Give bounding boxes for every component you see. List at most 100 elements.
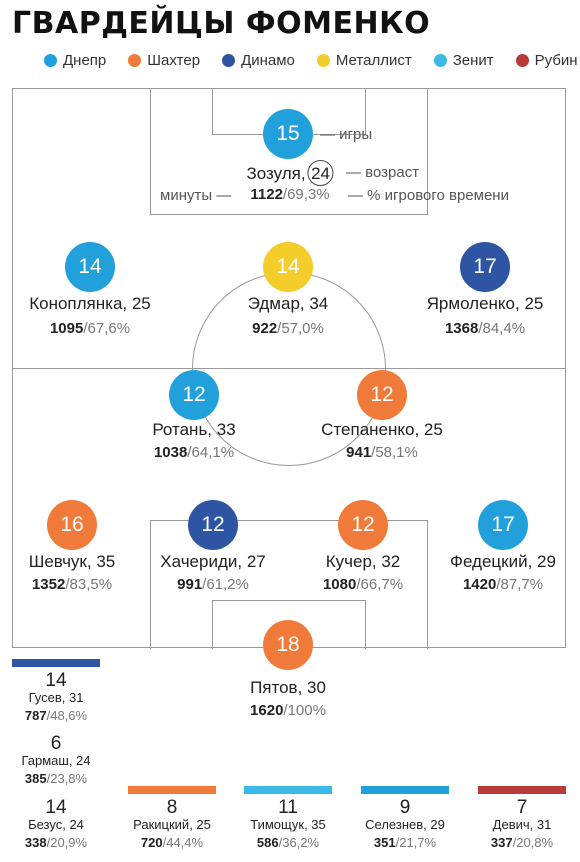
- player-name-kucher: Кучер, 32: [325, 552, 401, 571]
- legend-label: Металлист: [335, 52, 412, 69]
- player-stats-zozulya: 1122/69,3%: [250, 186, 329, 203]
- player-name-text: Зозуля,: [246, 164, 306, 183]
- bottom-penalty-area: [150, 520, 428, 649]
- games-badge-shevchuk: 16: [47, 500, 97, 550]
- percent-annotation: — % игрового времени: [348, 187, 509, 204]
- sub-name-rakitskiy: Ракицкий, 25: [133, 817, 211, 832]
- legend-dot: [316, 54, 330, 67]
- sub-stats-garmash: 385/23,8%: [25, 771, 87, 786]
- games-badge-pyatov: 18: [263, 620, 313, 670]
- player-name-shevchuk: Шевчук, 35: [28, 552, 116, 571]
- percent: /20,9%: [46, 835, 88, 850]
- sub-name-devich: Девич, 31: [492, 817, 552, 832]
- legend-dot: [222, 54, 236, 67]
- percent: /67,6%: [83, 320, 131, 337]
- player-name-edmar: Эдмар, 34: [247, 294, 329, 313]
- player-stats-kucher: 1080/66,7%: [323, 576, 403, 593]
- sub-stats-timoshchuk: 586/36,2%: [257, 835, 319, 850]
- legend-item-metalist: Металлист: [316, 52, 412, 69]
- minutes: 922: [252, 320, 278, 337]
- sub-games-gusev: 14: [45, 670, 67, 691]
- games-badge-fedetskiy: 17: [478, 500, 528, 550]
- minutes: 787: [24, 708, 47, 723]
- percent: /48,6%: [46, 708, 88, 723]
- player-name-stepanenko: Степаненко, 25: [321, 420, 443, 439]
- sub-games-seleznev: 9: [399, 797, 411, 818]
- minutes: 941: [346, 444, 372, 461]
- sub-bar-gusev: [12, 659, 100, 667]
- percent: /23,8%: [46, 771, 88, 786]
- sub-stats-seleznev: 351/21,7%: [374, 835, 436, 850]
- bottom-goal-area: [212, 600, 366, 649]
- minutes: 337: [490, 835, 513, 850]
- games-badge-kucher: 12: [338, 500, 388, 550]
- player-name-yarmolenko: Ярмоленко, 25: [426, 294, 544, 313]
- legend-dot: [128, 54, 142, 67]
- player-stats-yarmolenko: 1368/84,4%: [445, 320, 525, 337]
- games-badge-edmar: 14: [263, 242, 313, 292]
- player-stats-konoplyanka: 1095/67,6%: [50, 320, 130, 337]
- age-annotation: — возраст: [346, 164, 420, 181]
- player-name-konoplyanka: Коноплянка, 25: [29, 294, 151, 313]
- minutes: 991: [177, 576, 203, 593]
- legend-item-dnipro: Днепр: [44, 52, 106, 69]
- player-name-rotan: Ротань, 33: [152, 420, 236, 439]
- legend-label: Динамо: [241, 52, 295, 69]
- sub-games-bezus: 14: [45, 797, 67, 818]
- legend-dot: [433, 54, 447, 67]
- percent: /69,3%: [282, 186, 330, 203]
- sub-name-seleznev: Селезнев, 29: [365, 817, 445, 832]
- sub-games-garmash: 6: [50, 733, 62, 754]
- percent: /36,2%: [278, 835, 320, 850]
- percent: /100%: [283, 702, 326, 719]
- minutes: 1420: [462, 576, 497, 593]
- sub-name-gusev: Гусев, 31: [28, 690, 84, 705]
- age-circle: 24: [307, 160, 334, 186]
- percent: /61,2%: [202, 576, 249, 593]
- sub-bar-rakitskiy: [128, 786, 216, 794]
- percent: /66,7%: [356, 576, 404, 593]
- sub-name-bezus: Безус, 24: [28, 817, 84, 832]
- minutes: 1080: [322, 576, 357, 593]
- page-title: ГВАРДЕЙЦЫ ФОМЕНКО: [12, 6, 431, 41]
- player-stats-pyatov: 1620/100%: [250, 702, 326, 719]
- minutes: 1038: [153, 444, 188, 461]
- player-name-fedetskiy: Федецкий, 29: [450, 552, 556, 571]
- games-badge-yarmolenko: 17: [460, 242, 510, 292]
- sub-stats-bezus: 338/20,9%: [25, 835, 87, 850]
- sub-name-timoshchuk: Тимощук, 35: [250, 817, 326, 832]
- games-badge-stepanenko: 12: [357, 370, 407, 420]
- minutes: 1122: [250, 186, 283, 203]
- percent: /83,5%: [65, 576, 113, 593]
- percent: /64,1%: [187, 444, 235, 461]
- percent: /87,7%: [496, 576, 544, 593]
- games-badge-konoplyanka: 14: [65, 242, 115, 292]
- percent: /84,4%: [478, 320, 526, 337]
- percent: /57,0%: [277, 320, 324, 337]
- minutes: 1095: [49, 320, 84, 337]
- player-name-pyatov: Пятов, 30: [250, 678, 326, 697]
- player-name-khacheridi: Хачериди, 27: [160, 552, 266, 571]
- minutes: 720: [140, 835, 163, 850]
- sub-bar-seleznev: [361, 786, 449, 794]
- legend-label: Шахтер: [147, 52, 201, 69]
- legend-item-shakhtar: Шахтер: [128, 52, 200, 69]
- player-stats-edmar: 922/57,0%: [252, 320, 324, 337]
- player-stats-fedetskiy: 1420/87,7%: [463, 576, 543, 593]
- percent: /58,1%: [371, 444, 418, 461]
- percent: /44,4%: [162, 835, 204, 850]
- sub-stats-gusev: 787/48,6%: [25, 708, 87, 723]
- legend-dot: [515, 54, 529, 67]
- minutes: 338: [24, 835, 47, 850]
- club-legend: Днепр Шахтер Динамо Металлист Зенит Руби…: [44, 52, 578, 69]
- player-stats-shevchuk: 1352/83,5%: [32, 576, 112, 593]
- sub-name-garmash: Гармаш, 24: [21, 753, 91, 768]
- sub-games-devich: 7: [516, 797, 528, 818]
- sub-games-rakitskiy: 8: [166, 797, 178, 818]
- player-stats-khacheridi: 991/61,2%: [177, 576, 249, 593]
- minutes: 586: [256, 835, 279, 850]
- minutes: 385: [24, 771, 47, 786]
- legend-label: Днепр: [63, 52, 107, 69]
- sub-stats-rakitskiy: 720/44,4%: [141, 835, 203, 850]
- games-badge-rotan: 12: [169, 370, 219, 420]
